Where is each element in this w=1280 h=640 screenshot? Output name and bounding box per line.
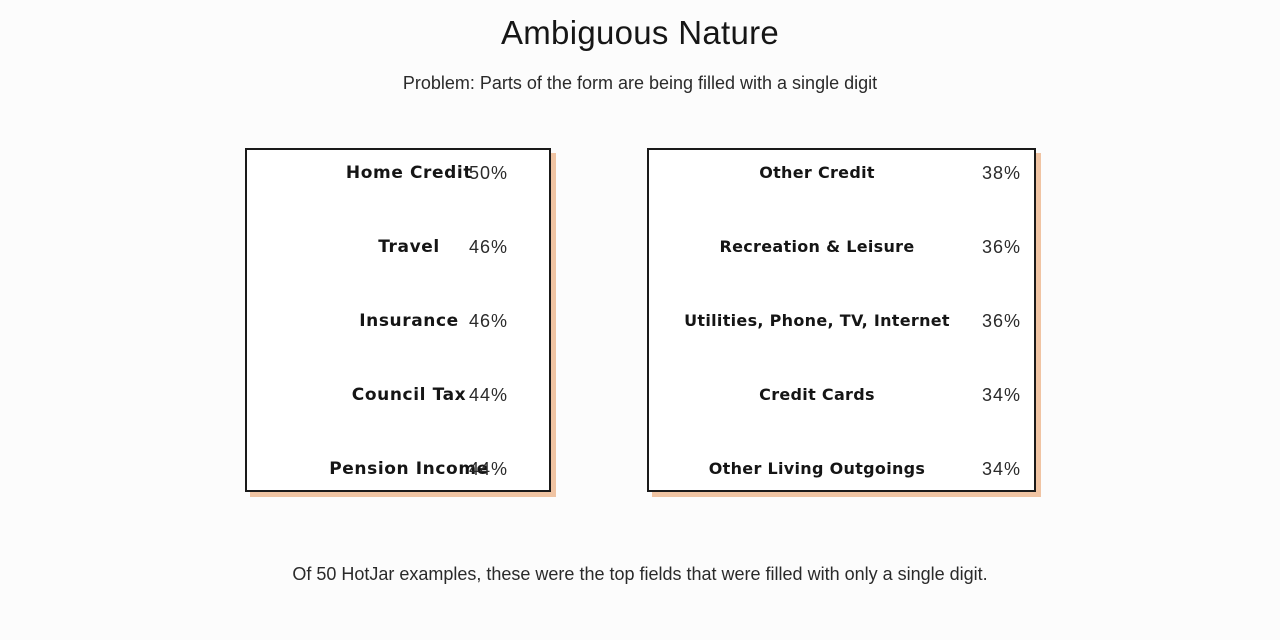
right-field-card: Other Credit 38% Recreation & Leisure 36… — [647, 148, 1036, 492]
slide-subtitle: Problem: Parts of the form are being fil… — [402, 73, 878, 93]
field-label: Pension Income — [329, 459, 489, 479]
field-label: Recreation & Leisure — [719, 237, 915, 256]
field-percent: 44% — [469, 459, 509, 479]
field-percent: 34% — [982, 385, 1022, 405]
slide-footnote: Of 50 HotJar examples, these were the to… — [292, 564, 988, 584]
field-row: Other Living Outgoings 34% — [649, 454, 1034, 484]
field-row: Recreation & Leisure 36% — [649, 232, 1034, 262]
field-label: Other Living Outgoings — [708, 459, 926, 478]
field-row: Credit Cards 34% — [649, 380, 1034, 410]
field-percent: 38% — [982, 163, 1022, 183]
field-row: Insurance 46% — [247, 306, 549, 336]
field-row: Pension Income 44% — [247, 454, 549, 484]
slide-title: Ambiguous Nature — [500, 14, 780, 51]
field-percent: 36% — [982, 237, 1022, 257]
field-label: Insurance — [359, 311, 459, 331]
field-percent: 36% — [982, 311, 1022, 331]
field-percent: 46% — [469, 311, 509, 331]
field-percent: 50% — [469, 163, 509, 183]
field-label: Other Credit — [759, 163, 875, 182]
field-percent: 44% — [469, 385, 509, 405]
field-row: Utilities, Phone, TV, Internet 36% — [649, 306, 1034, 336]
field-label: Home Credit — [345, 163, 473, 183]
field-label: Utilities, Phone, TV, Internet — [684, 311, 950, 330]
field-row: Other Credit 38% — [649, 158, 1034, 188]
field-percent: 34% — [982, 459, 1022, 479]
field-row: Home Credit 50% — [247, 158, 549, 188]
field-row: Council Tax 44% — [247, 380, 549, 410]
field-label: Credit Cards — [759, 385, 875, 404]
field-label: Council Tax — [351, 385, 467, 405]
left-field-card: Home Credit 50% Travel 46% Insurance 46%… — [245, 148, 551, 492]
field-percent: 46% — [469, 237, 509, 257]
field-label: Travel — [378, 237, 440, 257]
field-row: Travel 46% — [247, 232, 549, 262]
